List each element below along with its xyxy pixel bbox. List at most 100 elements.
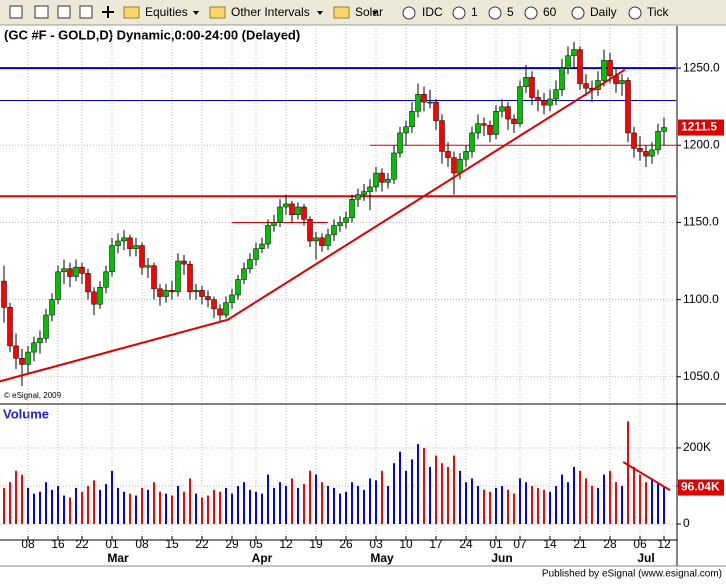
candle-body: [301, 206, 307, 220]
volume-bar: [495, 487, 497, 525]
volume-bar: [57, 486, 59, 525]
x-tick-label: 28: [603, 537, 617, 551]
y-tick-label: 200K: [683, 440, 711, 454]
toolbar-item[interactable]: 60: [543, 5, 557, 19]
volume-bar: [489, 491, 491, 525]
volume-bar: [159, 491, 161, 525]
volume-bar: [639, 474, 641, 525]
x-tick-label: 01: [105, 537, 119, 551]
volume-bar: [507, 489, 509, 525]
volume-bar: [417, 444, 419, 525]
last-price-label: 1211.5: [681, 120, 717, 134]
toolbar-item[interactable]: Tick: [647, 5, 670, 19]
x-tick-label: 22: [195, 537, 209, 551]
icon[interactable]: [402, 6, 416, 20]
volume-bar: [351, 482, 353, 525]
volume-bar: [393, 463, 395, 525]
icon[interactable]: [57, 5, 71, 19]
icon[interactable]: [102, 6, 114, 18]
volume-bar: [135, 495, 137, 525]
volume-bar: [315, 474, 317, 525]
candle-body: [271, 222, 277, 226]
y-tick-label: 1100.0: [683, 292, 719, 306]
volume-bar: [543, 489, 545, 525]
candle-body: [565, 55, 571, 69]
volume-bar: [177, 486, 179, 525]
candle-body: [187, 263, 193, 293]
volume-bar: [531, 486, 533, 525]
candle-body: [145, 265, 151, 268]
candle-body: [535, 97, 541, 101]
icon[interactable]: [628, 6, 642, 20]
last-price-box: [678, 119, 724, 136]
volume-bar: [615, 482, 617, 525]
x-tick-label: 15: [165, 537, 179, 551]
folder-icon[interactable]: [209, 6, 226, 19]
volume-bar: [219, 491, 221, 525]
volume-bar: [423, 447, 425, 525]
x-tick-label: 12: [279, 537, 293, 551]
volume-bar: [201, 497, 203, 525]
volume-bar: [321, 482, 323, 525]
candle-body: [517, 86, 523, 124]
icon[interactable]: [9, 5, 23, 19]
candle-body: [409, 111, 415, 128]
icon[interactable]: [524, 6, 538, 20]
candle-body: [157, 288, 163, 297]
candle-body: [541, 100, 547, 106]
volume-bar: [435, 455, 437, 525]
x-tick-label: 21: [573, 537, 587, 551]
folder-icon[interactable]: [123, 6, 140, 19]
volume-bar: [285, 486, 287, 525]
candle-body: [253, 248, 259, 260]
volume-bar: [333, 487, 335, 525]
volume-bar: [561, 474, 563, 525]
candle-body: [457, 158, 463, 174]
toolbar-item[interactable]: Other Intervals: [231, 5, 310, 19]
toolbar-item[interactable]: Equities: [145, 5, 188, 19]
volume-bar: [123, 491, 125, 525]
toolbar-item[interactable]: IDC: [422, 5, 443, 19]
volume-bar: [93, 480, 95, 525]
icon[interactable]: [488, 6, 502, 20]
volume-bar: [63, 495, 65, 525]
toolbar-item[interactable]: Solar: [355, 5, 383, 19]
icon[interactable]: [79, 5, 93, 19]
chart-title: (GC #F - GOLD,D) Dynamic,0:00-24:00 (Del…: [4, 27, 300, 42]
month-label: Jun: [491, 551, 512, 565]
icon[interactable]: [34, 5, 49, 19]
candle-body: [13, 345, 19, 359]
volume-bar: [621, 486, 623, 525]
candle-body: [85, 273, 91, 293]
candle-body: [355, 194, 361, 200]
toolbar-item[interactable]: 1: [471, 5, 478, 19]
month-label: May: [370, 551, 394, 565]
toolbar-item[interactable]: 5: [507, 5, 514, 19]
icon[interactable]: [452, 6, 466, 20]
volume-bar: [249, 489, 251, 525]
candle-body: [133, 245, 139, 249]
x-tick-label: 10: [399, 537, 413, 551]
volume-bar: [339, 493, 341, 525]
folder-icon[interactable]: [333, 6, 350, 19]
y-tick-label: 0: [683, 516, 690, 530]
volume-bar: [171, 495, 173, 525]
x-tick-label: 03: [369, 537, 383, 551]
candle-body: [277, 206, 283, 223]
volume-bar: [399, 451, 401, 525]
candle-body: [31, 342, 37, 353]
volume-bar: [501, 486, 503, 525]
candle-body: [25, 351, 31, 365]
candle-body: [643, 151, 649, 157]
icon[interactable]: [571, 6, 585, 20]
volume-bar: [141, 487, 143, 525]
toolbar-item[interactable]: Daily: [590, 5, 617, 19]
candle-body: [487, 124, 493, 135]
volume-bar: [267, 474, 269, 525]
candle-body: [523, 77, 529, 87]
candle-body: [427, 101, 433, 104]
candle-body: [439, 120, 445, 152]
volume-bar: [513, 493, 515, 525]
volume-bar: [465, 482, 467, 525]
candle-body: [313, 237, 319, 242]
